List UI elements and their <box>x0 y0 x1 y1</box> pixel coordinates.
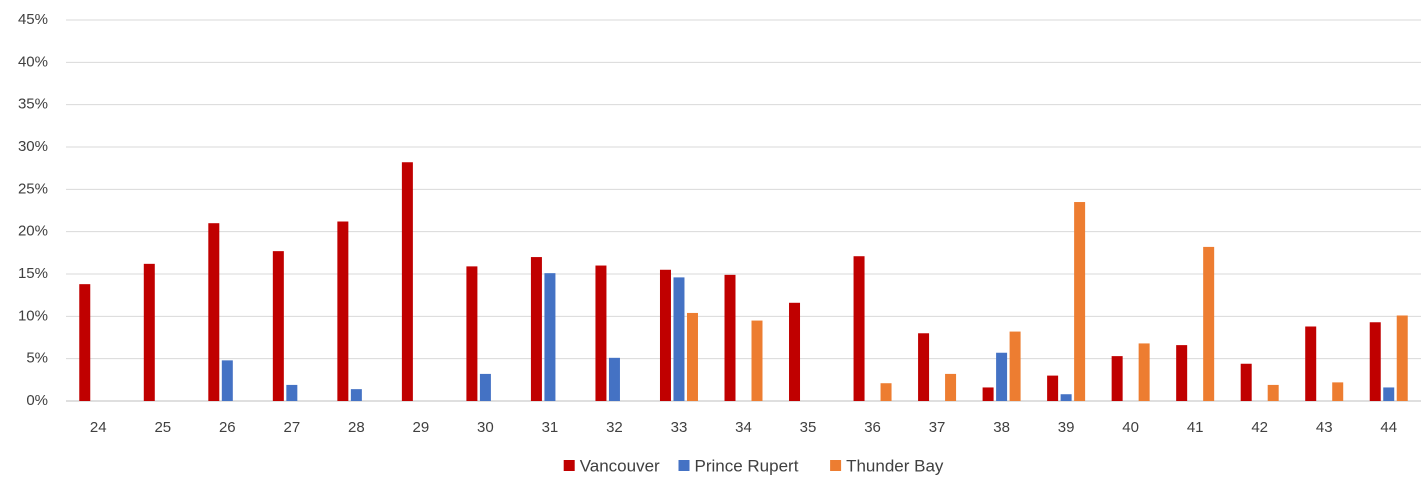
x-tick-label: 27 <box>283 419 300 436</box>
bar <box>337 221 349 401</box>
bar <box>1305 326 1317 401</box>
bar <box>208 223 220 401</box>
y-tick-label: 5% <box>26 350 48 367</box>
x-tick-label: 40 <box>1122 419 1139 436</box>
bar <box>659 269 671 401</box>
bar <box>1060 394 1072 401</box>
x-tick-label: 39 <box>1058 419 1075 436</box>
x-tick-label: 37 <box>929 419 946 436</box>
legend-swatch <box>678 460 690 471</box>
legend-label: Thunder Bay <box>846 456 944 475</box>
x-tick-label: 44 <box>1380 419 1397 436</box>
bar <box>945 373 957 401</box>
x-tick-label: 33 <box>671 419 688 436</box>
bar <box>1203 246 1215 401</box>
y-tick-label: 0% <box>26 392 48 409</box>
y-tick-label: 40% <box>18 53 48 70</box>
bar <box>608 357 620 401</box>
bar <box>724 274 736 401</box>
x-tick-label: 41 <box>1187 419 1204 436</box>
y-tick-label: 45% <box>18 11 48 28</box>
bar <box>272 251 284 401</box>
y-tick-label: 10% <box>18 307 48 324</box>
x-tick-label: 31 <box>542 419 559 436</box>
bar <box>1383 387 1395 401</box>
bar <box>1138 343 1150 401</box>
bar <box>1240 363 1252 401</box>
bar <box>1176 345 1188 401</box>
bar <box>1396 315 1408 401</box>
x-tick-label: 34 <box>735 419 752 436</box>
bar <box>479 373 491 401</box>
bar <box>286 384 298 401</box>
bar <box>880 383 892 401</box>
bar <box>466 266 478 401</box>
x-tick-label: 35 <box>800 419 817 436</box>
bar <box>789 302 801 401</box>
y-tick-label: 30% <box>18 138 48 155</box>
bar <box>1369 322 1381 401</box>
x-tick-label: 24 <box>90 419 107 436</box>
bar <box>544 273 556 401</box>
x-tick-label: 36 <box>864 419 881 436</box>
x-tick-label: 43 <box>1316 419 1333 436</box>
bar <box>350 389 362 401</box>
bar <box>79 284 91 401</box>
y-tick-label: 35% <box>18 96 48 113</box>
bar <box>918 333 930 401</box>
x-tick-label: 26 <box>219 419 236 436</box>
bar <box>221 360 233 401</box>
bar <box>1332 382 1344 401</box>
bar <box>1047 375 1059 401</box>
legend-swatch <box>563 460 575 471</box>
bar <box>1111 356 1123 401</box>
bar <box>595 265 607 401</box>
legend-swatch <box>830 460 842 471</box>
bar <box>996 352 1008 401</box>
bar <box>143 263 155 401</box>
x-tick-label: 28 <box>348 419 365 436</box>
bar <box>982 387 994 401</box>
bar <box>401 162 413 401</box>
x-tick-label: 42 <box>1251 419 1268 436</box>
bar <box>673 277 685 401</box>
y-tick-label: 25% <box>18 180 48 197</box>
legend-label: Vancouver <box>580 456 660 475</box>
bar <box>1074 202 1086 401</box>
bar <box>1009 331 1021 401</box>
bar <box>530 257 542 401</box>
x-tick-label: 25 <box>154 419 171 436</box>
y-tick-label: 15% <box>18 265 48 282</box>
bar <box>1267 384 1279 401</box>
x-tick-label: 32 <box>606 419 623 436</box>
bar <box>686 312 698 401</box>
x-tick-label: 29 <box>413 419 430 436</box>
x-tick-label: 30 <box>477 419 494 436</box>
y-tick-label: 20% <box>18 223 48 240</box>
x-tick-label: 38 <box>993 419 1010 436</box>
bar <box>751 320 763 401</box>
legend: Vancouver Prince Rupert Thunder Bay <box>563 456 944 475</box>
legend-label: Prince Rupert <box>695 456 799 475</box>
bar <box>853 256 865 401</box>
